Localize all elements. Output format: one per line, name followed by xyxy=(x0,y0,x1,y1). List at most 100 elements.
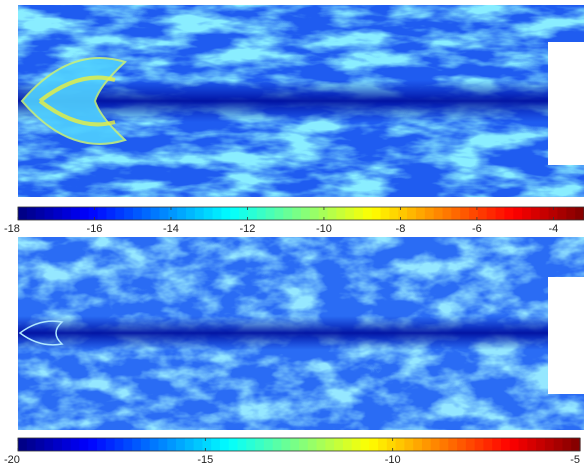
colorbar-swatch xyxy=(18,207,28,220)
x-tick-label: -4 xyxy=(549,223,559,235)
colorbar-swatch xyxy=(421,438,432,451)
colorbar-swatch xyxy=(184,438,195,451)
colorbar-swatch xyxy=(354,207,364,220)
colorbar-swatch xyxy=(318,207,329,220)
colorbar-swatch xyxy=(395,438,405,451)
colorbar-swatch xyxy=(221,207,231,220)
colorbar-swatch xyxy=(371,207,382,220)
colorbar-swatch xyxy=(407,207,417,220)
colorbar-swatch xyxy=(168,207,178,220)
colorbar-swatch xyxy=(97,438,107,451)
x-tick-label: -15 xyxy=(197,454,213,466)
colorbar-swatch xyxy=(492,438,502,451)
colorbar-swatch xyxy=(70,438,81,451)
x-tick-label: -10 xyxy=(385,454,401,466)
colorbar-swatch xyxy=(263,438,274,451)
colorbar-swatch xyxy=(509,438,520,451)
colorbar-swatch xyxy=(389,207,399,220)
colorbar-swatch xyxy=(527,438,537,451)
colorbar-swatch xyxy=(274,207,284,220)
colorbar-swatch xyxy=(553,438,564,451)
colorbar-swatch xyxy=(536,438,546,451)
colorbar-swatch xyxy=(283,207,293,220)
colorbar-swatch xyxy=(477,207,488,220)
colorbar-swatch xyxy=(186,207,196,220)
colorbar-swatch xyxy=(351,438,362,451)
colorbar-swatch xyxy=(500,438,511,451)
colorbar-swatch xyxy=(448,438,458,451)
colorbar-swatch xyxy=(530,207,541,220)
colorbar-swatch xyxy=(44,207,54,220)
colorbar-swatch xyxy=(272,438,283,451)
colorbar-swatch xyxy=(124,207,134,220)
x-tick-label: -6 xyxy=(472,223,482,235)
colorbar-frame xyxy=(17,437,581,452)
colorbar-swatch xyxy=(292,207,302,220)
colorbar-swatch xyxy=(474,438,485,451)
colorbar-swatch xyxy=(88,207,99,220)
colorbar-swatch xyxy=(44,438,54,451)
colorbar-swatch xyxy=(557,207,567,220)
colorbar-swatch xyxy=(88,438,98,451)
colorbar-swatch xyxy=(265,207,276,220)
colorbar-swatch xyxy=(35,207,46,220)
x-tick-label: -8 xyxy=(396,223,406,235)
colorbar-swatch xyxy=(566,207,576,220)
colorbar-swatch xyxy=(35,438,45,451)
colorbar-swatch xyxy=(176,438,186,451)
colorbar-swatch xyxy=(362,207,373,220)
colorbar-swatch xyxy=(469,207,479,220)
colorbar-swatch xyxy=(360,438,370,451)
colorbar-swatch xyxy=(193,438,204,451)
colorbar-swatch xyxy=(18,438,28,451)
colorbar-swatch xyxy=(380,207,391,220)
colorbar-swatch xyxy=(334,438,344,451)
colorbar-swatch xyxy=(61,438,72,451)
field-bottom xyxy=(18,237,584,430)
colorbar-swatch xyxy=(141,207,152,220)
colorbar-swatch xyxy=(114,438,124,451)
colorbar-swatch xyxy=(247,207,258,220)
colorbar-swatch xyxy=(386,438,397,451)
colorbar-swatch xyxy=(430,438,441,451)
colorbar-swatch xyxy=(167,438,177,451)
colorbar-swatch xyxy=(237,438,247,451)
colorbar-swatch xyxy=(239,207,249,220)
colorbar-swatch xyxy=(301,207,311,220)
colorbar-swatch xyxy=(413,438,423,451)
colorbar-swatch xyxy=(495,207,506,220)
colorbar-swatch xyxy=(115,207,125,220)
colorbar-swatch xyxy=(325,438,335,451)
colorbar-swatch xyxy=(369,438,379,451)
colorbar-swatch xyxy=(246,438,256,451)
colorbar-swatch xyxy=(518,438,528,451)
x-tick-label: -5 xyxy=(570,454,580,466)
colorbar-swatch xyxy=(203,207,214,220)
colorbar-swatch xyxy=(194,207,205,220)
colorbar-swatch xyxy=(415,207,426,220)
colorbar-swatch xyxy=(255,438,265,451)
colorbar-swatch xyxy=(345,207,355,220)
colorbar-swatch xyxy=(451,207,461,220)
colorbar-swatch xyxy=(309,207,320,220)
colorbar-swatch xyxy=(460,207,470,220)
colorbar-swatch xyxy=(211,438,221,451)
colorbar-swatch xyxy=(424,207,435,220)
colorbar-swatch xyxy=(544,438,555,451)
colorbar-swatch xyxy=(404,438,414,451)
colorbar-swatch xyxy=(504,207,514,220)
colorbar-swatch xyxy=(513,207,523,220)
colorbar-swatch xyxy=(398,207,408,220)
colorbar-swatch xyxy=(228,438,239,451)
colorbar-swatch xyxy=(316,438,326,451)
colorbar-swatch xyxy=(158,438,168,451)
x-tick-label: -16 xyxy=(87,223,103,235)
colorbar-swatch xyxy=(26,438,37,451)
colorbar-swatch xyxy=(150,207,161,220)
colorbar-swatch xyxy=(548,207,559,220)
colorbar-swatch xyxy=(53,438,63,451)
colorbar-swatch xyxy=(486,207,497,220)
colorbar-swatch xyxy=(132,438,142,451)
colorbar-swatch xyxy=(79,207,90,220)
